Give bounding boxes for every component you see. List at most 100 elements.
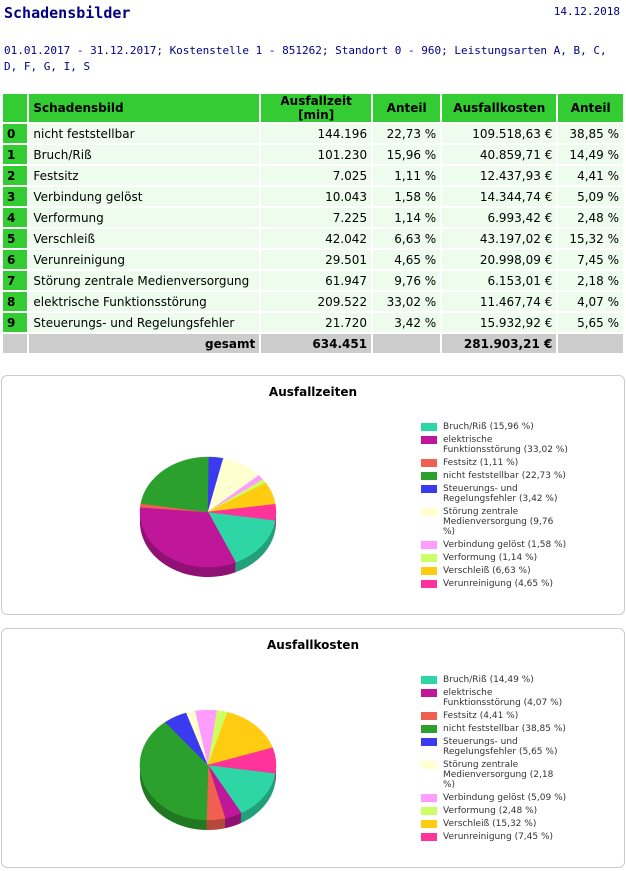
legend-label: elektrische Funktionsstörung bbox=[443, 435, 521, 455]
table-cell: 20.998,09 € bbox=[440, 248, 559, 271]
legend-value: (5,65 %) bbox=[518, 747, 558, 757]
legend-value: (3,42 %) bbox=[518, 494, 558, 504]
legend-item: Verschleiß (15,32 %) bbox=[421, 819, 568, 829]
legend-label: Verbindung gelöst bbox=[443, 540, 525, 550]
table-cell: Bruch/Riß bbox=[27, 143, 262, 166]
total-cell bbox=[371, 332, 443, 355]
legend-label: Steuerungs- und Regelungsfehler bbox=[443, 484, 518, 504]
total-row: gesamt 634.451 281.903,21 € bbox=[0, 332, 625, 355]
table-cell: 7.225 bbox=[259, 206, 374, 229]
table-cell: 4,07 % bbox=[556, 290, 625, 313]
legend-swatch bbox=[421, 725, 437, 733]
header-row: Schadensbild Ausfallzeit [min] Anteil Ausfa… bbox=[0, 92, 625, 124]
pie-slice bbox=[139, 721, 209, 821]
table-cell: 22,73 % bbox=[371, 122, 443, 145]
legend-item: Festsitz (1,11 %) bbox=[421, 458, 568, 468]
legend-label: Steuerungs- und Regelungsfehler bbox=[443, 737, 518, 757]
legend-swatch bbox=[421, 554, 437, 562]
legend-item: elektrische Funktionsstörung (4,07 %) bbox=[421, 688, 568, 708]
legend-value: (1,14 %) bbox=[498, 553, 538, 563]
table-cell: 4,41 % bbox=[556, 164, 625, 187]
chart-title: Ausfallkosten bbox=[267, 638, 359, 652]
legend-label: Verschleiß bbox=[443, 566, 490, 576]
legend-value: (1,58 %) bbox=[527, 540, 567, 550]
table-row: 7 Störung zentrale Medienversorgung 61.947… bbox=[0, 269, 625, 292]
table-cell: 1,58 % bbox=[371, 185, 443, 208]
pie-slice bbox=[139, 507, 236, 568]
legend: Bruch/Riß (15,96 %) elektrische Funktions… bbox=[421, 422, 591, 592]
table-cell: 10.043 bbox=[259, 185, 374, 208]
table-cell: 21.720 bbox=[259, 311, 374, 334]
legend-swatch bbox=[421, 423, 437, 431]
table-row: 0 nicht feststellbar 144.196 22,73 % 109.518… bbox=[0, 122, 625, 145]
table-cell: 3 bbox=[0, 185, 30, 208]
legend-label: Festsitz bbox=[443, 458, 477, 468]
legend-value: (15,96 %) bbox=[489, 422, 534, 432]
legend-swatch bbox=[421, 567, 437, 575]
filter-text: 01.01.2017 - 31.12.2017; Kostenstelle 1 … bbox=[4, 44, 607, 73]
legend-value: (33,02 %) bbox=[523, 445, 568, 455]
report-date: 14.12.2018 bbox=[553, 5, 620, 18]
table-cell: 14.344,74 € bbox=[440, 185, 559, 208]
table-cell: 6.153,01 € bbox=[440, 269, 559, 292]
legend-swatch bbox=[421, 761, 437, 769]
page-title: Schadensbilder bbox=[4, 4, 131, 22]
pie-chart bbox=[139, 709, 277, 830]
table-cell: 7 bbox=[0, 269, 30, 292]
table-cell: 15,32 % bbox=[556, 227, 625, 250]
legend-label: Störung zentrale Medienversorgung bbox=[443, 760, 527, 780]
legend-item: Verunreinigung (7,45 %) bbox=[421, 832, 568, 842]
table-cell: 42.042 bbox=[259, 227, 374, 250]
legend-label: Bruch/Riß bbox=[443, 422, 487, 432]
table-cell: 9,76 % bbox=[371, 269, 443, 292]
total-downtime: 634.451 bbox=[259, 332, 374, 355]
table-cell: 2 bbox=[0, 164, 30, 187]
legend-label: Bruch/Riß bbox=[443, 675, 487, 685]
legend-item: Steuerungs- und Regelungsfehler (3,42 %) bbox=[421, 484, 568, 504]
table-cell: 5 bbox=[0, 227, 30, 250]
table-row: 6 Verunreinigung 29.501 4,65 % 20.998,09 €7,… bbox=[0, 248, 625, 271]
legend-item: Verformung (1,14 %) bbox=[421, 553, 568, 563]
legend-value: (4,41 %) bbox=[479, 711, 519, 721]
table-row: 4 Verformung 7.225 1,14 % 6.993,42 €2,48 % bbox=[0, 206, 625, 229]
legend-label: nicht feststellbar bbox=[443, 471, 519, 481]
legend-label: elektrische Funktionsstörung bbox=[443, 688, 521, 708]
legend-swatch bbox=[421, 472, 437, 480]
table-cell: 38,85 % bbox=[556, 122, 625, 145]
header-cell bbox=[0, 92, 30, 124]
table-cell: 5,09 % bbox=[556, 185, 625, 208]
table-cell: 11.467,74 € bbox=[440, 290, 559, 313]
table-cell: 6 bbox=[0, 248, 30, 271]
table-cell: 109.518,63 € bbox=[440, 122, 559, 145]
table-cell: 40.859,71 € bbox=[440, 143, 559, 166]
header-cell: Anteil bbox=[371, 92, 443, 124]
chart-title: Ausfallzeiten bbox=[268, 385, 358, 399]
legend-value: (2,48 %) bbox=[498, 806, 538, 816]
legend-value: (4,07 %) bbox=[523, 698, 563, 708]
table-cell: Verformung bbox=[27, 206, 262, 229]
table-cell: 12.437,93 € bbox=[440, 164, 559, 187]
legend-item: elektrische Funktionsstörung (33,02 %) bbox=[421, 435, 568, 455]
legend-value: (2,18 %) bbox=[443, 770, 554, 790]
legend-item: Störung zentrale Medienversorgung (2,18 … bbox=[421, 760, 568, 790]
table-cell: 6.993,42 € bbox=[440, 206, 559, 229]
legend-value: (14,49 %) bbox=[489, 675, 534, 685]
chart-panel: Ausfallkosten Bruch/Riß (14,49 %) elektris… bbox=[1, 628, 625, 868]
legend-label: Festsitz bbox=[443, 711, 477, 721]
total-cost: 281.903,21 € bbox=[440, 332, 559, 355]
table-cell: 7,45 % bbox=[556, 248, 625, 271]
table-cell: 7.025 bbox=[259, 164, 374, 187]
total-cell bbox=[556, 332, 625, 355]
legend-swatch bbox=[421, 459, 437, 467]
table-cell: 9 bbox=[0, 311, 30, 334]
legend-swatch bbox=[421, 794, 437, 802]
legend-item: Verbindung gelöst (1,58 %) bbox=[421, 540, 568, 550]
table-cell: 1 bbox=[0, 143, 30, 166]
legend-item: Störung zentrale Medienversorgung (9,76 … bbox=[421, 507, 568, 537]
table-cell: 3,42 % bbox=[371, 311, 443, 334]
legend-item: Verschleiß (6,63 %) bbox=[421, 566, 568, 576]
table-row: 3 Verbindung gelöst 10.043 1,58 % 14.344,74 … bbox=[0, 185, 625, 208]
total-label: gesamt bbox=[27, 332, 262, 355]
legend-swatch bbox=[421, 833, 437, 841]
